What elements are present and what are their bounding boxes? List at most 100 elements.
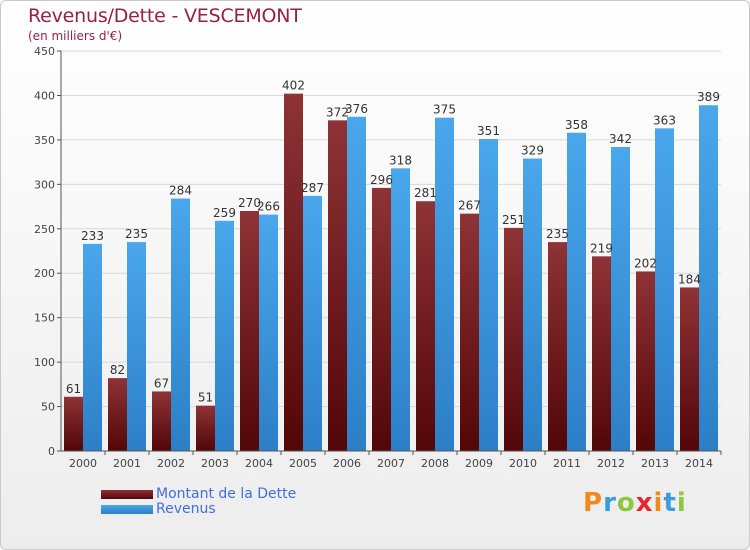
x-tick-label: 2007 (377, 457, 405, 470)
data-label-revenus: 342 (609, 132, 632, 146)
bar-dette (372, 187, 391, 451)
bar-revenus (479, 139, 498, 451)
y-tick-label: 200 (34, 267, 55, 280)
x-tick-label: 2000 (69, 457, 97, 470)
bar-dette (240, 211, 259, 451)
legend-label-revenus: Revenus (156, 501, 216, 517)
bar-dette (548, 242, 567, 451)
data-label-dette: 281 (414, 186, 437, 200)
data-label-dette: 219 (590, 241, 613, 255)
bar-dette (284, 93, 303, 452)
y-tick-label: 100 (34, 356, 55, 369)
bar-revenus (655, 128, 674, 451)
data-label-dette: 202 (634, 256, 657, 270)
data-label-dette: 296 (370, 173, 393, 187)
x-tick-label: 2002 (157, 457, 185, 470)
bar-revenus (171, 198, 190, 451)
data-label-dette: 372 (326, 105, 349, 119)
y-tick-label: 150 (34, 312, 55, 325)
bar-dette (108, 378, 127, 451)
bar-revenus (215, 220, 234, 451)
data-label-revenus: 235 (125, 227, 148, 241)
data-label-dette: 67 (154, 376, 169, 390)
data-label-revenus: 376 (345, 102, 368, 116)
data-label-revenus: 259 (213, 206, 236, 220)
logo-letter: t (663, 488, 677, 518)
bar-revenus (611, 147, 630, 451)
bar-dette (592, 256, 611, 451)
bar-dette (680, 287, 699, 451)
bar-revenus (567, 132, 586, 451)
legend-swatch-revenus (101, 505, 153, 514)
bar-dette (196, 405, 215, 451)
bar-revenus (347, 116, 366, 452)
y-tick-label: 0 (48, 445, 55, 458)
data-label-dette: 184 (678, 272, 701, 286)
bar-revenus (303, 195, 322, 451)
legend-label-dette: Montant de la Dette (156, 486, 297, 502)
bar-revenus (523, 158, 542, 452)
x-tick-label: 2008 (421, 457, 449, 470)
logo-letter: i (676, 488, 687, 518)
x-tick-label: 2014 (685, 457, 713, 470)
x-tick-label: 2001 (113, 457, 141, 470)
bar-dette (64, 396, 83, 451)
data-label-revenus: 375 (433, 103, 456, 117)
chart-subtitle: (en milliers d'€) (28, 29, 123, 43)
logo-letter: r (603, 488, 617, 518)
x-tick-label: 2004 (245, 457, 273, 470)
x-tick-label: 2006 (333, 457, 361, 470)
data-label-revenus: 329 (521, 144, 544, 158)
data-label-dette: 235 (546, 227, 569, 241)
logo-letter: o (616, 488, 636, 518)
y-tick-label: 250 (34, 223, 55, 236)
bar-revenus (699, 105, 718, 451)
bar-dette (328, 120, 347, 451)
bar-revenus (259, 214, 278, 451)
logo-letter: i (653, 488, 664, 518)
y-tick-label: 50 (41, 401, 55, 414)
x-tick-label: 2010 (509, 457, 537, 470)
x-tick-label: 2005 (289, 457, 317, 470)
y-tick-label: 400 (34, 89, 55, 102)
data-label-dette: 267 (458, 199, 481, 213)
data-label-dette: 270 (238, 196, 261, 210)
bar-revenus (127, 242, 146, 451)
data-label-dette: 402 (282, 79, 305, 93)
y-tick-label: 300 (34, 178, 55, 191)
x-tick-label: 2013 (641, 457, 669, 470)
data-label-dette: 251 (502, 213, 525, 227)
bar-dette (636, 271, 655, 451)
data-label-revenus: 266 (257, 200, 280, 214)
legend-swatch-dette (101, 490, 153, 499)
chart-title: Revenus/Dette - VESCEMONT (28, 5, 302, 27)
logo-letter: P (583, 488, 604, 518)
bar-dette (460, 213, 479, 451)
bar-dette (504, 227, 523, 451)
data-label-revenus: 363 (653, 113, 676, 127)
data-label-revenus: 233 (81, 229, 104, 243)
data-label-revenus: 358 (565, 118, 588, 132)
proxiti-logo: Proxiti (583, 488, 687, 518)
y-tick-label: 450 (34, 45, 55, 58)
bar-revenus (83, 243, 102, 451)
data-label-revenus: 318 (389, 153, 412, 167)
x-tick-label: 2009 (465, 457, 493, 470)
data-label-revenus: 287 (301, 181, 324, 195)
logo-letter: x (635, 488, 654, 518)
x-tick-label: 2011 (553, 457, 581, 470)
data-label-dette: 51 (198, 391, 213, 405)
bar-revenus (435, 117, 454, 452)
x-tick-label: 2012 (597, 457, 625, 470)
data-label-dette: 82 (110, 363, 125, 377)
bar-dette (152, 391, 171, 451)
data-label-revenus: 284 (169, 184, 192, 198)
y-tick-label: 350 (34, 134, 55, 147)
x-tick-label: 2003 (201, 457, 229, 470)
bar-revenus (391, 168, 410, 452)
bar-dette (416, 201, 435, 451)
data-label-dette: 61 (66, 382, 81, 396)
data-label-revenus: 351 (477, 124, 500, 138)
